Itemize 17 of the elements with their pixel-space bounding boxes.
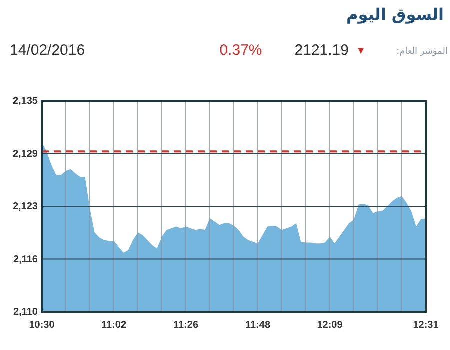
x-tick-label: 11:02: [101, 320, 127, 331]
y-tick-label: 2,129: [12, 148, 38, 160]
y-tick-label: 2,123: [12, 202, 38, 212]
chart-title: السوق اليوم: [346, 5, 444, 24]
y-tick-label: 2,116: [14, 254, 38, 266]
x-tick-label: 12:09: [317, 320, 344, 331]
x-tick-label: 10:30: [29, 320, 56, 331]
x-tick-label: 11:26: [173, 320, 199, 331]
text: 2121.19: [294, 42, 349, 59]
chart-subtitle: 14/02/2016: [10, 42, 86, 59]
text: ▼: [356, 46, 366, 57]
text: 0.37%: [220, 42, 262, 59]
y-tick-label: 2,110: [14, 307, 38, 318]
x-tick-label: 12:31: [413, 320, 440, 331]
x-tick-label: 11:48: [245, 320, 271, 331]
text: المؤشر العام:: [396, 47, 448, 57]
y-tick-label: 2,135: [12, 96, 38, 107]
